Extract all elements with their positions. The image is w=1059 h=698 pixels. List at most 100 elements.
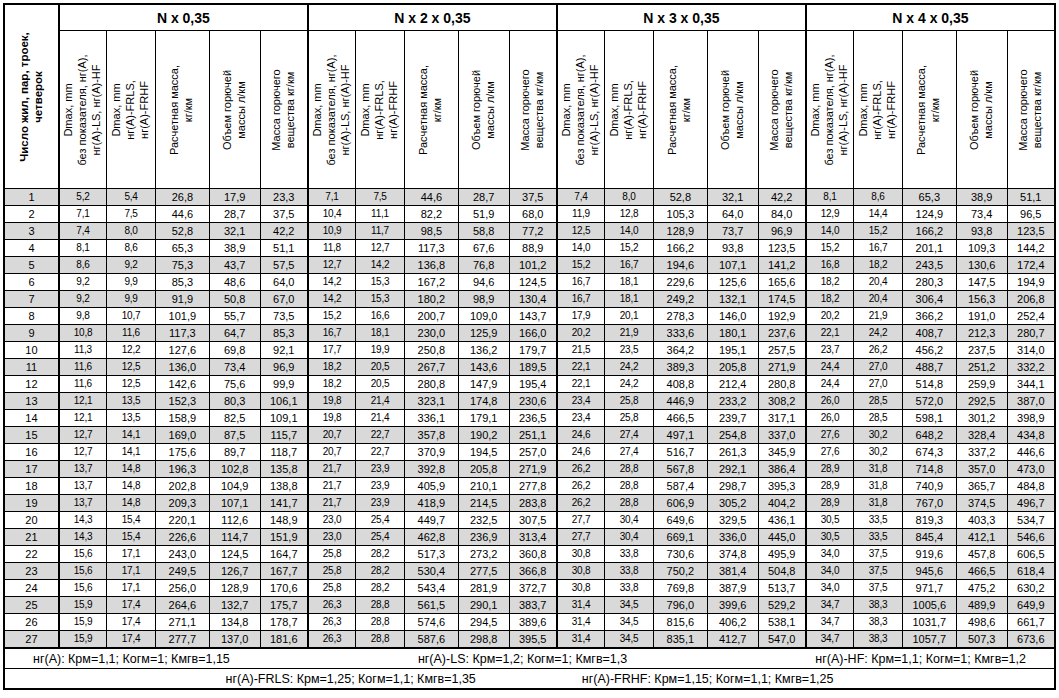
value-cell: 466,5 <box>956 563 1007 580</box>
value-cell: 13,7 <box>59 495 107 512</box>
value-cell: 598,1 <box>902 410 956 427</box>
column-header-label: Объем горючей массы л/км <box>221 35 249 185</box>
value-cell: 73,4 <box>956 206 1007 223</box>
value-cell: 37,5 <box>509 189 557 206</box>
value-cell: 128,9 <box>653 223 707 240</box>
value-cell: 89,7 <box>209 444 260 461</box>
value-cell: 445,0 <box>758 529 806 546</box>
value-cell: 17,9 <box>557 308 605 325</box>
value-cell: 31,4 <box>557 631 605 649</box>
value-cell: 8,6 <box>107 240 156 257</box>
value-cell: 11,7 <box>356 223 405 240</box>
value-cell: 10,7 <box>107 308 156 325</box>
value-cell: 504,8 <box>758 563 806 580</box>
value-cell: 8,1 <box>59 240 107 257</box>
value-cell: 14,2 <box>308 291 356 308</box>
value-cell: 16,8 <box>806 257 854 274</box>
value-cell: 23,9 <box>356 478 405 495</box>
value-cell: 19,8 <box>308 393 356 410</box>
value-cell: 98,5 <box>404 223 458 240</box>
value-cell: 169,0 <box>155 427 209 444</box>
value-cell: 28,2 <box>356 580 405 597</box>
value-cell: 22,1 <box>557 359 605 376</box>
value-cell: 277,5 <box>458 563 509 580</box>
value-cell: 649,9 <box>1007 597 1055 614</box>
value-cell: 37,5 <box>854 546 903 563</box>
column-header: Dmax, mm нг(А)-FRLS, нг(А)-FRHF <box>356 31 405 189</box>
value-cell: 200,7 <box>404 308 458 325</box>
value-cell: 815,6 <box>653 614 707 631</box>
value-cell: 109,3 <box>956 240 1007 257</box>
value-cell: 26,0 <box>806 393 854 410</box>
value-cell: 30,2 <box>854 444 903 461</box>
value-cell: 166,2 <box>902 223 956 240</box>
value-cell: 9,2 <box>107 257 156 274</box>
value-cell: 124,5 <box>509 274 557 291</box>
value-cell: 174,5 <box>758 291 806 308</box>
value-cell: 24,6 <box>557 427 605 444</box>
value-cell: 20,4 <box>854 291 903 308</box>
value-cell: 360,8 <box>509 546 557 563</box>
value-cell: 91,9 <box>155 291 209 308</box>
value-cell: 15,4 <box>107 529 156 546</box>
value-cell: 971,7 <box>902 580 956 597</box>
value-cell: 28,8 <box>605 461 654 478</box>
value-cell: 147,5 <box>956 274 1007 291</box>
value-cell: 15,6 <box>59 580 107 597</box>
value-cell: 434,8 <box>1007 427 1055 444</box>
value-cell: 73,7 <box>707 223 758 240</box>
value-cell: 166,0 <box>509 325 557 342</box>
value-cell: 175,7 <box>260 597 308 614</box>
value-cell: 96,5 <box>1007 206 1055 223</box>
value-cell: 618,4 <box>1007 563 1055 580</box>
value-cell: 179,7 <box>509 342 557 359</box>
value-cell: 15,9 <box>59 631 107 649</box>
value-cell: 239,7 <box>707 410 758 427</box>
value-cell: 21,7 <box>308 495 356 512</box>
value-cell: 243,5 <box>902 257 956 274</box>
table-row: 1111,612,5136,073,496,918,220,5267,7143,… <box>4 359 1055 376</box>
value-cell: 26,2 <box>854 342 903 359</box>
value-cell: 366,2 <box>902 308 956 325</box>
value-cell: 96,9 <box>260 359 308 376</box>
value-cell: 446,9 <box>653 393 707 410</box>
column-header: Dmax, mm нг(А)-FRLS, нг(А)-FRHF <box>107 31 156 189</box>
value-cell: 456,2 <box>902 342 956 359</box>
column-header: Dmax, mm нг(А)-FRLS, нг(А)-FRHF <box>605 31 654 189</box>
value-cell: 14,2 <box>356 257 405 274</box>
table-row: 1312,113,5152,380,3106,119,821,4323,1174… <box>4 393 1055 410</box>
value-cell: 497,1 <box>653 427 707 444</box>
value-cell: 271,9 <box>509 461 557 478</box>
value-cell: 12,5 <box>107 359 156 376</box>
value-cell: 212,4 <box>707 376 758 393</box>
value-cell: 392,8 <box>404 461 458 478</box>
value-cell: 271,9 <box>758 359 806 376</box>
row-number-cell: 25 <box>4 597 59 614</box>
value-cell: 214,5 <box>458 495 509 512</box>
value-cell: 34,7 <box>806 614 854 631</box>
value-cell: 30,2 <box>854 427 903 444</box>
value-cell: 513,7 <box>758 580 806 597</box>
value-cell: 404,2 <box>758 495 806 512</box>
value-cell: 33,5 <box>854 529 903 546</box>
value-cell: 308,2 <box>758 393 806 410</box>
corner-header-label: Число жил, пар, троек, четверок <box>17 8 46 186</box>
value-cell: 30,5 <box>806 512 854 529</box>
value-cell: 314,0 <box>1007 342 1055 359</box>
row-number-cell: 13 <box>4 393 59 410</box>
value-cell: 277,7 <box>155 631 209 649</box>
value-cell: 649,6 <box>653 512 707 529</box>
value-cell: 80,3 <box>209 393 260 410</box>
value-cell: 209,3 <box>155 495 209 512</box>
value-cell: 26,3 <box>308 597 356 614</box>
value-cell: 30,4 <box>605 529 654 546</box>
value-cell: 34,5 <box>605 597 654 614</box>
value-cell: 158,9 <box>155 410 209 427</box>
value-cell: 124,5 <box>209 546 260 563</box>
value-cell: 15,6 <box>59 546 107 563</box>
value-cell: 386,4 <box>758 461 806 478</box>
column-header: Масса горючего вещества кг/км <box>260 31 308 189</box>
value-cell: 22,1 <box>806 325 854 342</box>
value-cell: 152,3 <box>155 393 209 410</box>
value-cell: 84,0 <box>758 206 806 223</box>
